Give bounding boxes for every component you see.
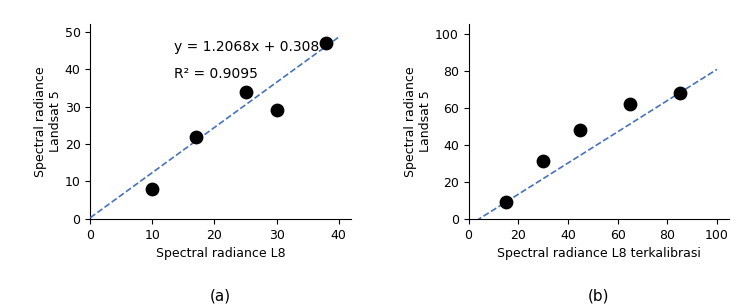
Point — [271, 108, 283, 113]
Point — [575, 127, 587, 132]
Point — [147, 187, 159, 192]
Point — [320, 41, 332, 46]
Text: R² = 0.9095: R² = 0.9095 — [174, 67, 258, 81]
Point — [674, 91, 686, 95]
Point — [240, 89, 252, 94]
Point — [500, 200, 512, 205]
Point — [537, 159, 549, 164]
X-axis label: Spectral radiance L8 terkalibrasi: Spectral radiance L8 terkalibrasi — [497, 247, 701, 260]
Text: (a): (a) — [210, 288, 232, 304]
Point — [624, 102, 636, 106]
Y-axis label: Spectral radiance
Landsat 5: Spectral radiance Landsat 5 — [34, 66, 62, 177]
X-axis label: Spectral radiance L8: Spectral radiance L8 — [156, 247, 286, 260]
Y-axis label: Spectral radiance
Landsat 5: Spectral radiance Landsat 5 — [404, 66, 432, 177]
Point — [190, 134, 202, 139]
Text: (b): (b) — [588, 288, 610, 304]
Text: y = 1.2068x + 0.308: y = 1.2068x + 0.308 — [174, 40, 319, 54]
